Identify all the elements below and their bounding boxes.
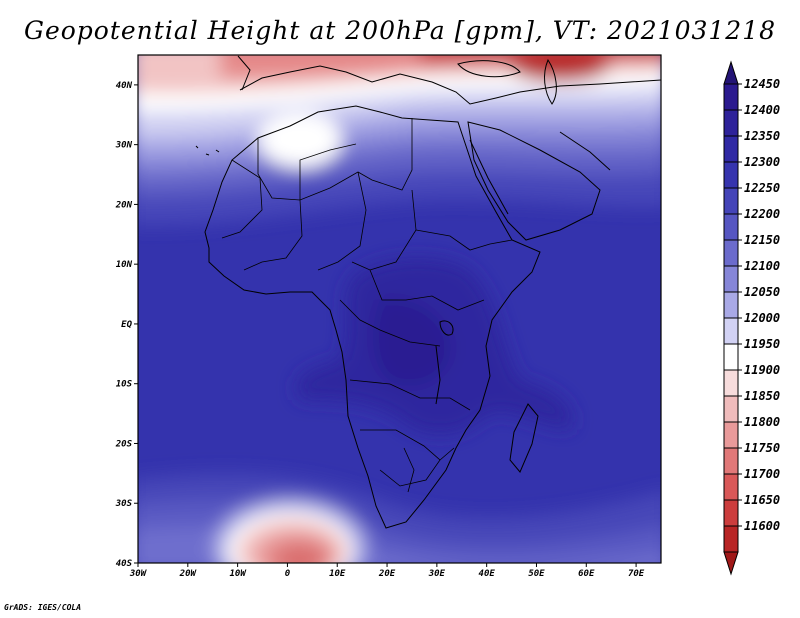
x-tick-label: 20W: [179, 569, 198, 579]
x-tick-label: 70E: [628, 569, 645, 579]
y-tick-label: 20N: [115, 200, 133, 210]
x-tick-label: 0: [285, 569, 291, 579]
y-tick-label: 30S: [115, 499, 133, 509]
colorbar-swatch: [723, 265, 739, 293]
colorbar-swatch: [723, 421, 739, 449]
colorbar-swatch: [723, 213, 739, 241]
y-tick-label: 10N: [116, 260, 133, 270]
colorbar-swatch: [723, 161, 739, 189]
y-tick-label: 10S: [116, 380, 133, 390]
colorbar-under-arrow: [723, 551, 739, 576]
x-tick-label: 30E: [428, 569, 446, 579]
colorbar-swatch: [723, 447, 739, 475]
colorbar-label: 12250: [744, 181, 780, 195]
colorbar-label: 12150: [744, 233, 780, 247]
colorbar-swatch: [723, 343, 739, 371]
colorbar-label: 12300: [744, 155, 780, 169]
colorbar-label: 12350: [744, 129, 780, 143]
x-tick-label: 60E: [578, 569, 595, 579]
colorbar-swatch: [723, 239, 739, 267]
x-tick-label: 10W: [229, 569, 247, 579]
plot-frame: [137, 54, 662, 564]
x-tick-label: 30W: [129, 569, 148, 579]
colorbar-swatch: [723, 135, 739, 163]
colorbar-label: 12200: [744, 207, 780, 221]
x-tick-label: 40E: [479, 569, 496, 579]
colorbar-label: 11700: [744, 467, 780, 481]
y-tick-label: 20S: [115, 439, 133, 449]
colorbar-label: 12050: [744, 285, 780, 299]
field-shading: [138, 55, 661, 563]
colorbar-swatch: [723, 369, 739, 397]
colorbar-label: 11950: [744, 337, 780, 351]
colorbar-swatch: [723, 395, 739, 423]
y-tick-label: 30N: [115, 141, 133, 151]
x-tick-label: 50E: [528, 569, 545, 579]
chart-title: Geopotential Height at 200hPa [gpm], VT:…: [23, 16, 777, 45]
colorbar-label: 12400: [744, 103, 780, 117]
colorbar: 12450 12400 12350 12300 12250 12200 12150 12100…: [723, 60, 780, 576]
y-tick-label: 40N: [116, 81, 133, 91]
country-borders: [221, 118, 513, 493]
colorbar-label: 11900: [744, 363, 780, 377]
colorbar-swatch: [723, 291, 739, 319]
x-tick-label: 20E: [378, 569, 396, 579]
colorbar-label: 12450: [744, 77, 780, 91]
y-tick-label: 40S: [116, 559, 133, 569]
colorbar-label: 11600: [744, 519, 780, 533]
colorbar-label: 11750: [744, 441, 780, 455]
colorbar-swatch: [723, 499, 739, 527]
colorbar-label: 11650: [744, 493, 780, 507]
colorbar-label: 11800: [744, 415, 780, 429]
x-tick-label: 10E: [329, 569, 346, 579]
colorbar-swatch: [723, 109, 739, 137]
colorbar-swatch: [723, 83, 739, 111]
axis-ticks: 30W 20W 10W 0 10E 20E 30E 40E 50E 60E 70E 40N 30N 20N…: [115, 81, 645, 579]
coastlines: [195, 55, 661, 529]
colorbar-swatch: [723, 473, 739, 501]
grads-credit: GrADS: IGES/COLA: [4, 603, 82, 612]
colorbar-swatch: [723, 525, 739, 553]
colorbar-swatch: [723, 317, 739, 345]
colorbar-label: 11850: [744, 389, 780, 403]
colorbar-swatch: [723, 187, 739, 215]
y-tick-label: EQ: [121, 320, 132, 330]
colorbar-label: 12000: [744, 311, 780, 325]
colorbar-label: 12100: [744, 259, 780, 273]
colorbar-over-arrow: [723, 60, 739, 85]
